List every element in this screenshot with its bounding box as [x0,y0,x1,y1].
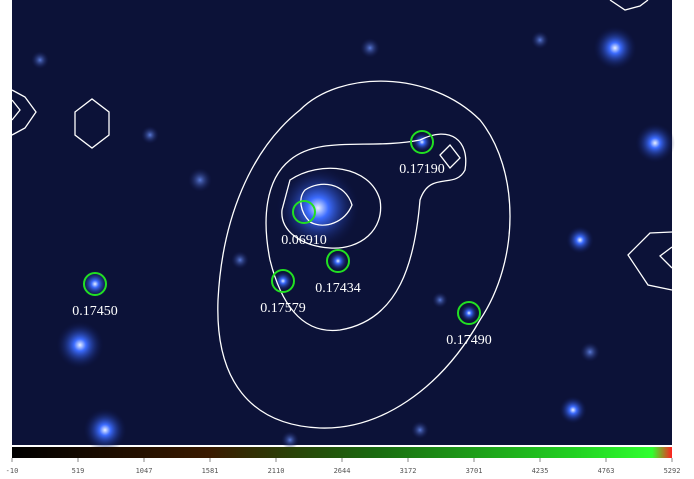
redshift-label: 0.17450 [72,304,118,319]
redshift-label: 0.06910 [281,233,327,248]
tick-label: 2644 [334,467,351,475]
tick-label: 1047 [136,467,153,475]
tick-label: 5292 [664,467,681,475]
tick-label: 2110 [268,467,285,475]
tick-label: 3701 [466,467,483,475]
redshift-label: 0.17579 [260,301,306,316]
viewer: 0.17190 0.06910 0.17434 0.17579 0.17450 … [0,0,694,479]
tick-label: 4763 [598,467,615,475]
sky-image [12,0,675,452]
tick-label: 4235 [532,467,549,475]
tick-label: 519 [72,467,85,475]
redshift-label: 0.17434 [315,281,361,296]
tick-label: 3172 [400,467,417,475]
redshift-label: 0.17490 [446,333,492,348]
redshift-label: 0.17190 [399,162,445,177]
tick-label: -10 [6,467,19,475]
colorbar-ticks: -10 519 1047 1581 2110 2644 3172 3701 4235 4763 52… [6,458,681,475]
colorbar [12,447,672,458]
tick-label: 1581 [202,467,219,475]
